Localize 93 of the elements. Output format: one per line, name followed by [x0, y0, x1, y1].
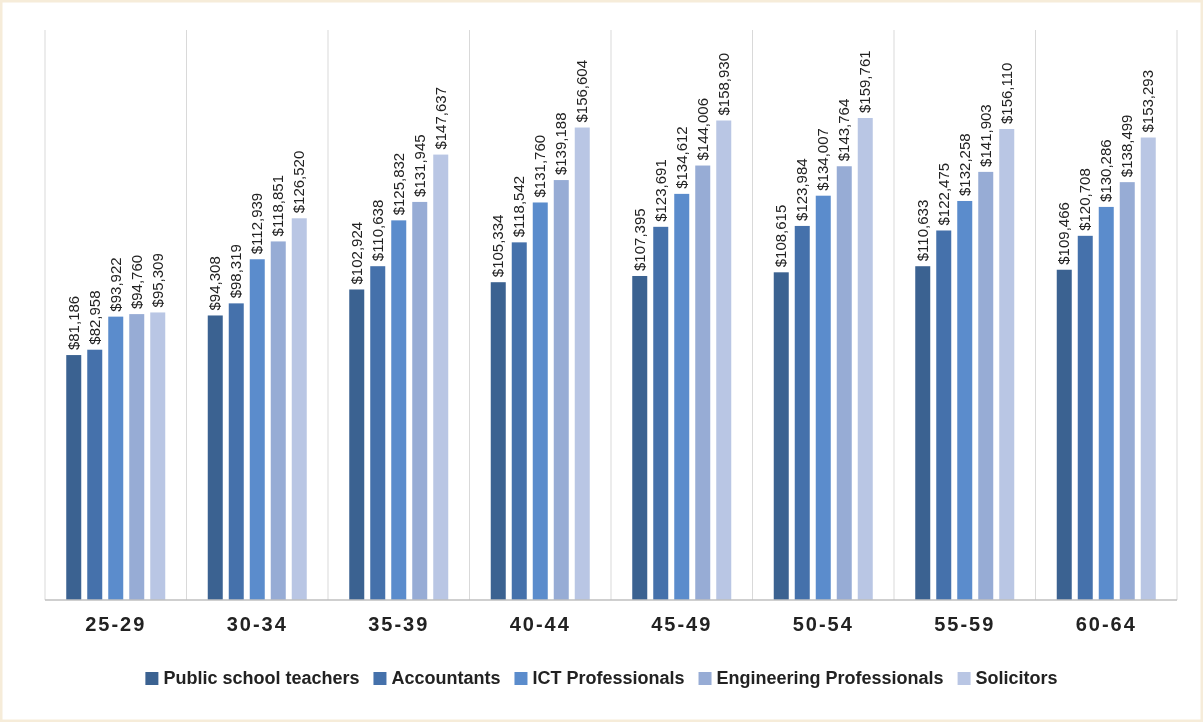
data-label: $94,308: [206, 256, 224, 311]
bar: [291, 218, 307, 600]
bar: [270, 241, 286, 600]
data-label: $131,760: [531, 134, 549, 198]
x-tick-label: 40-44: [509, 613, 571, 635]
bar: [794, 225, 810, 600]
x-tick-label: 30-34: [226, 613, 288, 635]
bar: [349, 289, 365, 600]
x-tick-label: 55-59: [934, 613, 996, 635]
data-label: $123,984: [793, 158, 811, 221]
bar: [433, 154, 449, 600]
bar: [957, 200, 973, 600]
legend-label: ICT Professionals: [532, 668, 685, 688]
bar: [129, 314, 145, 600]
data-label: $158,930: [714, 52, 732, 116]
data-label: $95,309: [148, 253, 166, 308]
bar: [87, 349, 103, 600]
data-label: $144,006: [693, 97, 711, 161]
data-label: $153,293: [1139, 69, 1157, 133]
x-tick-label: 45-49: [651, 613, 713, 635]
data-label: $131,945: [410, 134, 428, 197]
bar: [1140, 137, 1156, 600]
bar: [1077, 235, 1093, 600]
bar: [1098, 206, 1114, 600]
bar: [674, 193, 690, 600]
data-label: $120,708: [1076, 168, 1094, 231]
bar: [490, 282, 506, 600]
x-tick-label: 25-29: [85, 613, 147, 635]
bar: [412, 201, 428, 600]
bar: [1119, 182, 1135, 600]
data-label: $156,604: [573, 59, 591, 123]
data-label: $94,760: [127, 254, 145, 310]
bar: [150, 312, 166, 600]
data-label: $105,334: [489, 214, 507, 278]
data-label: $82,958: [85, 290, 103, 345]
data-label: $159,761: [856, 50, 874, 113]
data-label: $123,691: [651, 159, 669, 222]
bar: [836, 166, 852, 600]
bar: [574, 127, 590, 600]
bar: [511, 242, 527, 600]
x-tick-label: 35-39: [368, 613, 430, 635]
bar: [773, 272, 789, 600]
data-label: $118,542: [510, 175, 528, 238]
data-label: $109,466: [1055, 202, 1073, 265]
legend-label: Solicitors: [975, 668, 1058, 688]
bar: [391, 220, 407, 600]
data-label: $122,475: [934, 162, 952, 226]
legend-label: Accountants: [391, 668, 501, 688]
data-label: $126,520: [290, 150, 308, 214]
data-label: $110,633: [913, 199, 931, 262]
data-label: $93,922: [106, 257, 124, 312]
data-label: $134,007: [814, 128, 832, 191]
data-label: $134,612: [672, 126, 690, 189]
data-label: $138,499: [1118, 114, 1136, 178]
bar: [249, 259, 265, 600]
data-label: $156,110: [997, 62, 1015, 125]
bar: [815, 195, 831, 600]
x-tick-label: 60-64: [1075, 613, 1137, 635]
data-label: $143,764: [835, 98, 853, 162]
bar: [936, 230, 952, 600]
data-label: $108,615: [772, 204, 790, 268]
data-label: $118,851: [269, 174, 287, 237]
data-label: $107,395: [630, 208, 648, 271]
bar: [1056, 269, 1072, 600]
legend-label: Engineering Professionals: [716, 668, 944, 688]
data-label: $98,319: [227, 244, 245, 299]
data-label: $139,188: [552, 112, 570, 176]
bar: [653, 226, 669, 600]
data-label: $112,939: [248, 192, 266, 255]
bar: [108, 316, 124, 600]
bar: [553, 180, 569, 600]
bar: [228, 303, 244, 600]
data-label: $81,186: [64, 295, 82, 351]
bar: [716, 120, 732, 600]
bar: [857, 118, 873, 600]
bar: [978, 171, 994, 600]
legend-label: Public school teachers: [163, 668, 360, 688]
data-label: $147,637: [431, 87, 449, 150]
data-label: $132,258: [955, 133, 973, 196]
data-label: $110,638: [368, 199, 386, 262]
bar: [66, 355, 82, 600]
bar: [695, 165, 711, 600]
bar: [532, 202, 548, 600]
data-label: $125,832: [389, 152, 407, 216]
data-label: $141,903: [976, 104, 994, 167]
data-label: $130,286: [1097, 139, 1115, 202]
bar: [207, 315, 223, 600]
bar: [632, 275, 648, 600]
bar: [999, 129, 1015, 600]
bar: [915, 266, 931, 600]
data-label: $102,924: [347, 221, 365, 285]
bar: [370, 266, 386, 600]
x-tick-label: 50-54: [792, 613, 854, 635]
